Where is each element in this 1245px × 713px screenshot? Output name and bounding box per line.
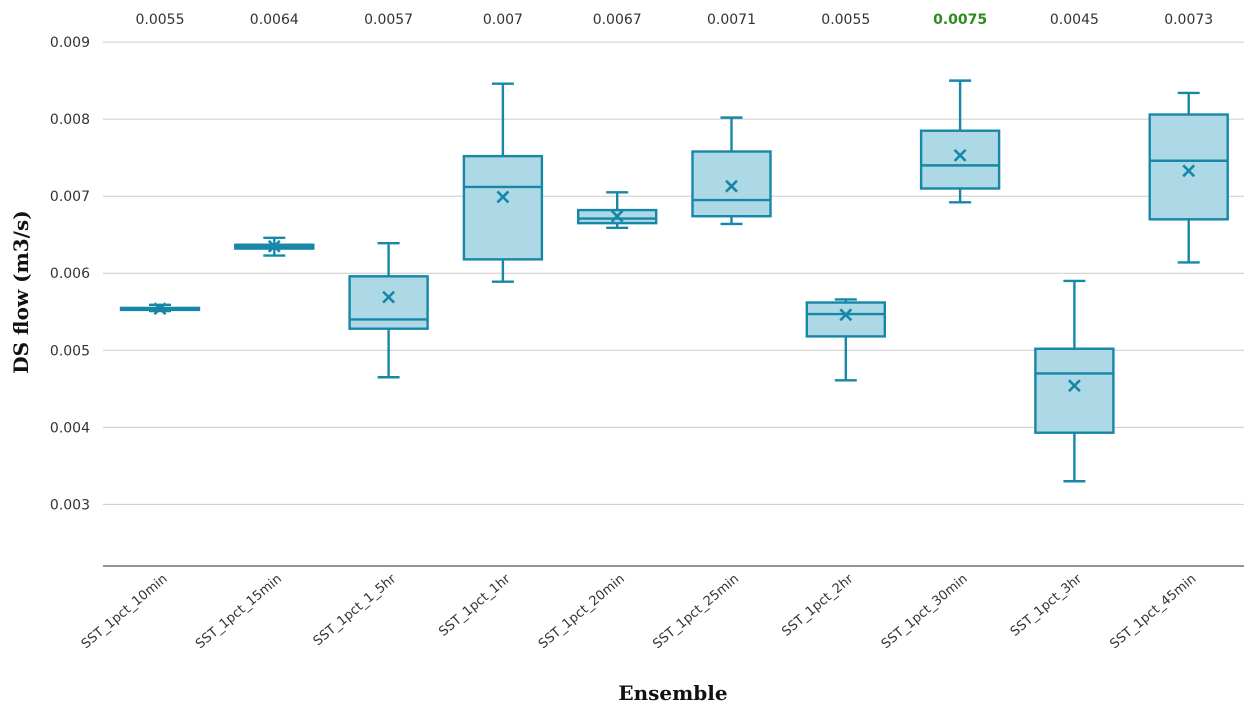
top-value-label: 0.0075 [933,12,987,28]
box-SST_1pct_10min [119,302,201,316]
iqr-box [1148,113,1229,221]
iqr-box [1034,347,1115,434]
mean-marker [496,190,510,204]
x-category-label: SST_1pct_30min [879,572,971,652]
iqr-box [919,129,1001,190]
box-SST_1pct_3hr [1034,279,1115,483]
mean-marker [725,179,738,193]
box-SST_1pct_1hr [462,82,544,283]
top-value-label: 0.0055 [821,12,870,28]
mean-marker [953,148,967,162]
mean-marker [267,239,281,253]
y-axis-ticks: 0.003 0.004 0.005 0.006 0.007 0.008 0.009 [50,35,90,513]
top-value-label: 0.0057 [364,12,413,28]
mean-marker [382,290,396,304]
y-tick-label: 0.004 [50,420,90,436]
x-category-label: SST_1pct_1hr [436,571,514,640]
top-value-label: 0.0055 [136,12,185,28]
box-SST_1pct_1_5hr [348,241,429,379]
x-category-label: SST_1pct_25min [650,572,742,652]
boxes [119,79,1229,483]
x-axis-title: Ensemble [618,681,727,705]
x-category-label: SST_1pct_2hr [779,571,857,640]
box-SST_1pct_25min [691,116,772,226]
box-SST_1pct_2hr [805,298,886,382]
box-SST_1pct_45min [1148,91,1229,264]
mean-marker [610,209,624,223]
x-category-label: SST_1pct_15min [193,572,285,652]
gridlines [103,41,1244,505]
box-SST_1pct_30min [919,79,1001,204]
mean-marker [1067,379,1081,393]
y-tick-label: 0.005 [50,343,90,359]
mean-marker [1182,164,1196,178]
y-tick-label: 0.007 [50,189,90,205]
x-category-label: SST_1pct_3hr [1008,571,1086,640]
top-value-label: 0.0045 [1050,12,1099,28]
x-category-label: SST_1pct_10min [79,572,171,652]
iqr-box [462,154,544,261]
x-category-label: SST_1pct_20min [536,572,628,652]
mean-marker [839,308,853,322]
top-value-label: 0.0067 [593,12,642,28]
mean-value-labels: 0.0055 0.0064 0.0057 0.007 0.0067 0.0071 0.005… [136,12,1214,28]
y-axis-title: DS flow (m3/s) [9,210,33,373]
mean-marker [153,302,167,316]
y-tick-label: 0.009 [50,35,90,51]
top-value-label: 0.007 [483,12,523,28]
box-SST_1pct_20min [577,191,658,229]
iqr-box [691,150,772,218]
y-tick-label: 0.008 [50,112,90,128]
x-axis-category-labels: SST_1pct_10min SST_1pct_15min SST_1pct_1_5… [79,571,1200,652]
x-category-label: SST_1pct_45min [1107,572,1199,652]
top-value-label: 0.0073 [1164,12,1213,28]
top-value-label: 0.0064 [250,12,299,28]
box-SST_1pct_15min [234,236,315,257]
y-tick-label: 0.006 [50,266,90,282]
y-tick-label: 0.003 [50,497,90,513]
top-value-label: 0.0071 [707,12,756,28]
iqr-box [348,275,429,330]
x-category-label: SST_1pct_1_5hr [311,571,400,649]
iqr-box [805,301,886,338]
